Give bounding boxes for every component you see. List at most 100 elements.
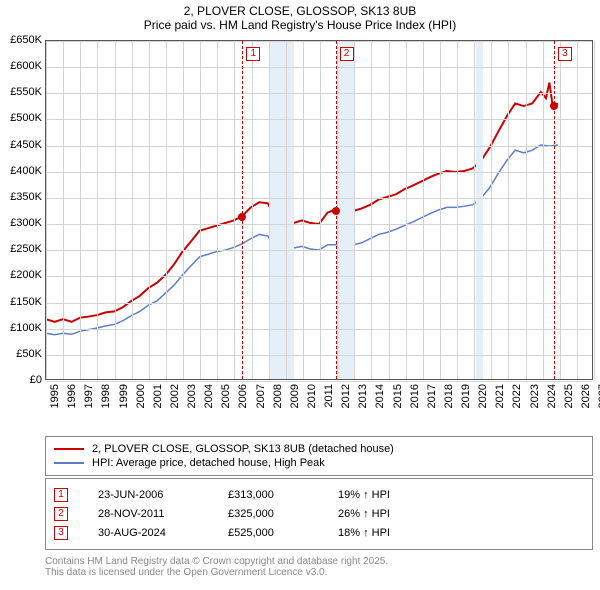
y-axis-label: £350K — [10, 191, 42, 203]
x-axis-label: 2006 — [237, 384, 249, 408]
y-axis-label: £650K — [10, 34, 42, 46]
x-axis-label: 1997 — [83, 384, 95, 408]
gridline-v — [474, 41, 475, 379]
x-axis-label: 2020 — [477, 384, 489, 408]
gridline-v — [543, 41, 544, 379]
x-axis-label: 2008 — [272, 384, 284, 408]
sale-pct: 18% ↑ HPI — [338, 527, 438, 539]
attribution-line-1: Contains HM Land Registry data © Crown c… — [45, 556, 593, 567]
gridline-v — [252, 41, 253, 379]
x-axis-label: 2022 — [511, 384, 523, 408]
gridline-h — [46, 276, 592, 277]
sale-row: 3 30-AUG-2024 £525,000 18% ↑ HPI — [54, 526, 584, 540]
sale-marker-box: 3 — [558, 47, 572, 61]
y-axis-label: £100K — [10, 322, 42, 334]
sale-date: 30-AUG-2024 — [98, 527, 198, 539]
x-axis-label: 2017 — [426, 384, 438, 408]
x-axis-label: 2019 — [460, 384, 472, 408]
gridline-v — [389, 41, 390, 379]
gridline-h — [46, 303, 592, 304]
gridline-v — [166, 41, 167, 379]
gridline-v — [577, 41, 578, 379]
y-axis-label: £500K — [10, 112, 42, 124]
gridline-h — [46, 119, 592, 120]
chart-title: 2, PLOVER CLOSE, GLOSSOP, SK13 8UB — [0, 0, 600, 18]
plot-region: 123 — [45, 40, 593, 380]
sale-price: £525,000 — [228, 527, 308, 539]
chart-subtitle: Price paid vs. HM Land Registry's House … — [0, 18, 600, 36]
sale-number-box: 3 — [54, 526, 68, 540]
legend-item: 2, PLOVER CLOSE, GLOSSOP, SK13 8UB (deta… — [54, 443, 584, 455]
gridline-v — [320, 41, 321, 379]
gridline-v — [440, 41, 441, 379]
gridline-v — [423, 41, 424, 379]
sale-marker-line — [242, 41, 243, 379]
legend-label: 2, PLOVER CLOSE, GLOSSOP, SK13 8UB (deta… — [92, 443, 394, 455]
attribution-line-2: This data is licensed under the Open Gov… — [45, 567, 593, 578]
gridline-v — [286, 41, 287, 379]
x-axis-label: 2009 — [289, 384, 301, 408]
x-axis-label: 2002 — [169, 384, 181, 408]
x-axis-label: 2023 — [529, 384, 541, 408]
x-axis-label: 2010 — [306, 384, 318, 408]
gridline-h — [46, 329, 592, 330]
sale-date: 28-NOV-2011 — [98, 508, 198, 520]
x-axis-label: 2005 — [220, 384, 232, 408]
x-axis-label: 2000 — [135, 384, 147, 408]
x-axis-label: 2014 — [374, 384, 386, 408]
y-axis-label: £200K — [10, 269, 42, 281]
gridline-v — [132, 41, 133, 379]
sale-marker-line — [554, 41, 555, 379]
gridline-v — [269, 41, 270, 379]
sale-row: 2 28-NOV-2011 £325,000 26% ↑ HPI — [54, 507, 584, 521]
gridline-v — [354, 41, 355, 379]
x-axis-label: 2001 — [152, 384, 164, 408]
sale-pct: 26% ↑ HPI — [338, 508, 438, 520]
gridline-h — [46, 198, 592, 199]
x-axis-label: 2011 — [323, 384, 335, 408]
legend-box: 2, PLOVER CLOSE, GLOSSOP, SK13 8UB (deta… — [45, 436, 593, 476]
y-axis-label: £250K — [10, 243, 42, 255]
gridline-v — [115, 41, 116, 379]
gridline-v — [46, 41, 47, 379]
gridline-h — [46, 41, 592, 42]
gridline-h — [46, 146, 592, 147]
x-axis-label: 2026 — [580, 384, 592, 408]
x-axis-label: 2018 — [443, 384, 455, 408]
gridline-v — [594, 41, 595, 379]
x-axis-label: 2007 — [255, 384, 267, 408]
gridline-v — [217, 41, 218, 379]
y-axis-label: £150K — [10, 296, 42, 308]
gridline-v — [560, 41, 561, 379]
gridline-h — [46, 172, 592, 173]
x-axis-label: 2016 — [409, 384, 421, 408]
gridline-v — [63, 41, 64, 379]
sale-marker-dot — [550, 102, 558, 110]
x-axis-label: 2013 — [357, 384, 369, 408]
y-axis-label: £550K — [10, 86, 42, 98]
legend-swatch — [54, 448, 84, 450]
gridline-h — [46, 67, 592, 68]
gridline-v — [303, 41, 304, 379]
legend-label: HPI: Average price, detached house, High… — [92, 457, 325, 469]
x-axis-label: 2015 — [392, 384, 404, 408]
x-axis-label: 2012 — [340, 384, 352, 408]
y-axis-label: £0 — [30, 374, 42, 386]
sale-price: £313,000 — [228, 489, 308, 501]
x-axis-label: 2003 — [186, 384, 198, 408]
x-axis-label: 1999 — [118, 384, 130, 408]
gridline-v — [457, 41, 458, 379]
gridline-v — [406, 41, 407, 379]
gridline-v — [149, 41, 150, 379]
gridline-h — [46, 93, 592, 94]
gridline-h — [46, 224, 592, 225]
gridline-v — [234, 41, 235, 379]
x-axis-label: 2025 — [563, 384, 575, 408]
x-axis-label: 2024 — [546, 384, 558, 408]
gridline-v — [491, 41, 492, 379]
x-axis-label: 2004 — [203, 384, 215, 408]
sale-number-box: 2 — [54, 507, 68, 521]
sale-price: £325,000 — [228, 508, 308, 520]
sale-row: 123-JUN-2006£313,00019% ↑ HPI — [54, 488, 584, 502]
gridline-v — [183, 41, 184, 379]
